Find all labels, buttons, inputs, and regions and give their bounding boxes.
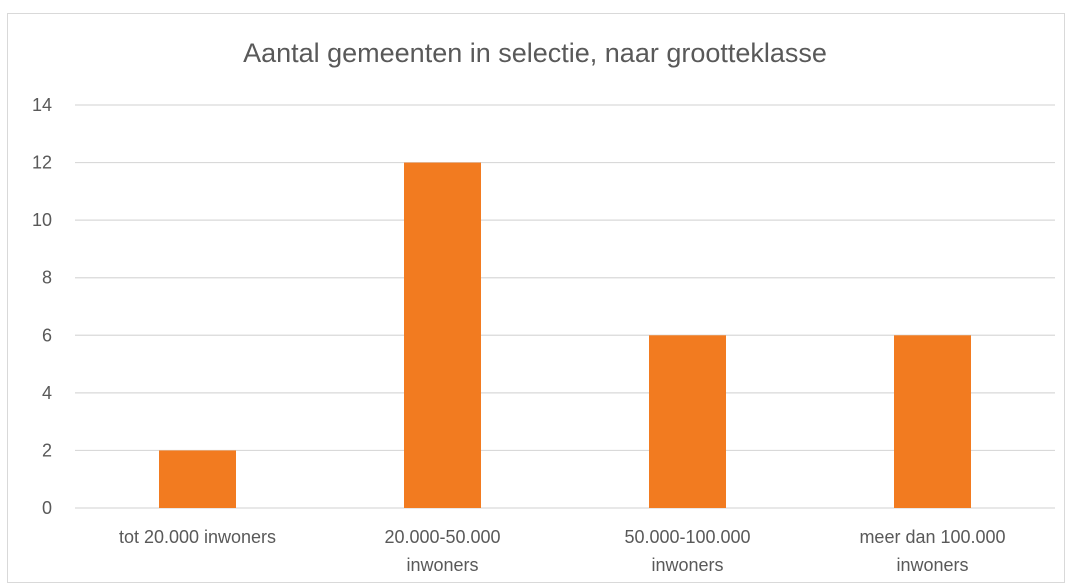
x-category-label: tot 20.000 inwoners (119, 527, 276, 547)
x-category-label: inwoners (406, 555, 478, 575)
y-tick-label: 10 (32, 210, 52, 230)
x-category-label: 50.000-100.000 (624, 527, 750, 547)
bar-0 (159, 450, 236, 508)
y-tick-label: 8 (42, 268, 52, 288)
y-tick-label: 12 (32, 153, 52, 173)
x-axis-categories: tot 20.000 inwoners 20.000-50.000 inwoners… (119, 527, 1006, 575)
x-category-label: inwoners (651, 555, 723, 575)
bar-3 (894, 335, 971, 508)
chart-title: Aantal gemeenten in selectie, naar groot… (243, 38, 827, 68)
gridlines (75, 104, 1055, 509)
bar-2 (649, 335, 726, 508)
x-category-label: 20.000-50.000 (384, 527, 500, 547)
y-tick-label: 2 (42, 440, 52, 460)
y-axis-ticks: 0 2 4 6 8 10 12 14 (32, 95, 52, 518)
y-tick-label: 6 (42, 325, 52, 345)
x-category-label: inwoners (896, 555, 968, 575)
bar-1 (404, 162, 481, 509)
bars (159, 162, 971, 509)
y-tick-label: 4 (42, 383, 52, 403)
y-tick-label: 14 (32, 95, 52, 115)
y-tick-label: 0 (42, 498, 52, 518)
x-category-label: meer dan 100.000 (859, 527, 1005, 547)
